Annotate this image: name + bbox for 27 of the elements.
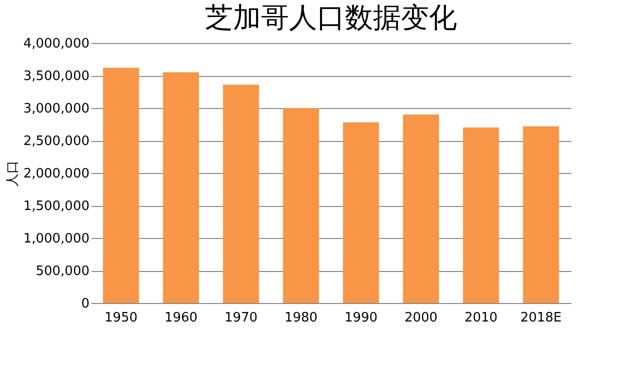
bar (403, 114, 439, 303)
x-tick-label: 2010 (464, 310, 498, 326)
bar (523, 126, 559, 303)
bar (283, 108, 319, 303)
x-tick-label: 1980 (284, 310, 318, 326)
x-tick-label: 2000 (404, 310, 438, 326)
bar (103, 68, 139, 303)
bar (463, 128, 499, 303)
bar (343, 122, 379, 303)
bar (163, 72, 199, 303)
x-tick-label: 1960 (164, 310, 198, 326)
y-tick-label: 3,500,000 (23, 69, 90, 84)
y-tick-label: 3,000,000 (23, 102, 90, 116)
x-tick-label: 1970 (224, 310, 258, 326)
bar (223, 84, 259, 303)
y-tick-label: 1,500,000 (23, 199, 90, 214)
y-tick-label: 2,000,000 (23, 166, 90, 182)
x-tick-label: 2018E (520, 310, 562, 326)
y-tick-label: 2,500,000 (23, 134, 90, 149)
y-tick-label: 1,000,000 (23, 232, 90, 246)
y-axis-title: 人口 (5, 160, 20, 186)
x-tick-label: 1990 (344, 310, 378, 326)
y-tick-label: 4,000,000 (23, 36, 90, 52)
y-tick-label: 0 (81, 296, 90, 312)
x-tick-label: 1950 (104, 310, 138, 326)
chart-title: 芝加哥人口数据变化 (205, 1, 457, 34)
y-tick-label: 500,000 (36, 264, 90, 279)
